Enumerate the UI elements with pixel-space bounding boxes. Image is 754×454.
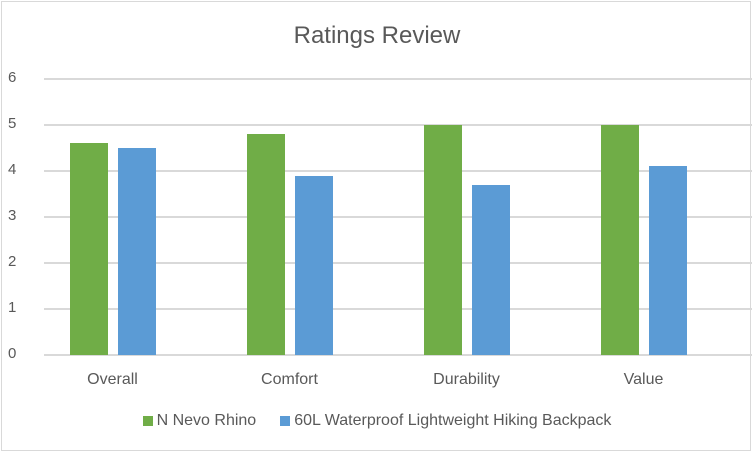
y-tick-label: 2 xyxy=(8,253,17,270)
gridline xyxy=(44,170,752,172)
chart-title: Ratings Review xyxy=(293,22,461,49)
x-tick-label: Overall xyxy=(87,371,138,388)
bar-value-series-1[interactable] xyxy=(648,166,687,355)
x-tick-label: Comfort xyxy=(261,371,318,388)
plot-area xyxy=(44,78,752,356)
gridline xyxy=(44,308,752,310)
legend-swatch-icon xyxy=(280,416,291,426)
x-tick-label: Value xyxy=(623,371,664,388)
gridline xyxy=(44,78,752,80)
y-tick-label: 4 xyxy=(8,161,17,178)
y-tick-label: 3 xyxy=(8,207,17,224)
legend-item[interactable]: N Nevo Rhino xyxy=(142,412,257,430)
gridline xyxy=(44,354,752,356)
bar-overall-series-1[interactable] xyxy=(117,148,156,355)
y-tick-label: 5 xyxy=(8,115,17,132)
y-tick-label: 6 xyxy=(8,69,17,86)
bar-durability-series-0[interactable] xyxy=(423,125,462,355)
legend-label: N Nevo Rhino xyxy=(156,412,257,429)
bar-durability-series-1[interactable] xyxy=(471,184,510,355)
bar-comfort-series-1[interactable] xyxy=(294,175,333,355)
legend-label: 60L Waterproof Lightweight Hiking Backpa… xyxy=(294,412,612,429)
legend-item[interactable]: 60L Waterproof Lightweight Hiking Backpa… xyxy=(280,412,611,430)
y-tick-label: 0 xyxy=(8,345,17,362)
x-tick-label: Durability xyxy=(433,371,500,388)
bar-comfort-series-0[interactable] xyxy=(246,134,285,355)
y-tick-label: 1 xyxy=(8,299,17,316)
bar-overall-series-0[interactable] xyxy=(69,143,108,355)
bar-value-series-0[interactable] xyxy=(600,125,639,355)
gridline xyxy=(44,124,752,126)
legend-swatch-icon xyxy=(142,416,153,426)
legend: N Nevo Rhino 60L Waterproof Lightweight H… xyxy=(0,412,754,430)
gridline xyxy=(44,262,752,264)
gridline xyxy=(44,216,752,218)
